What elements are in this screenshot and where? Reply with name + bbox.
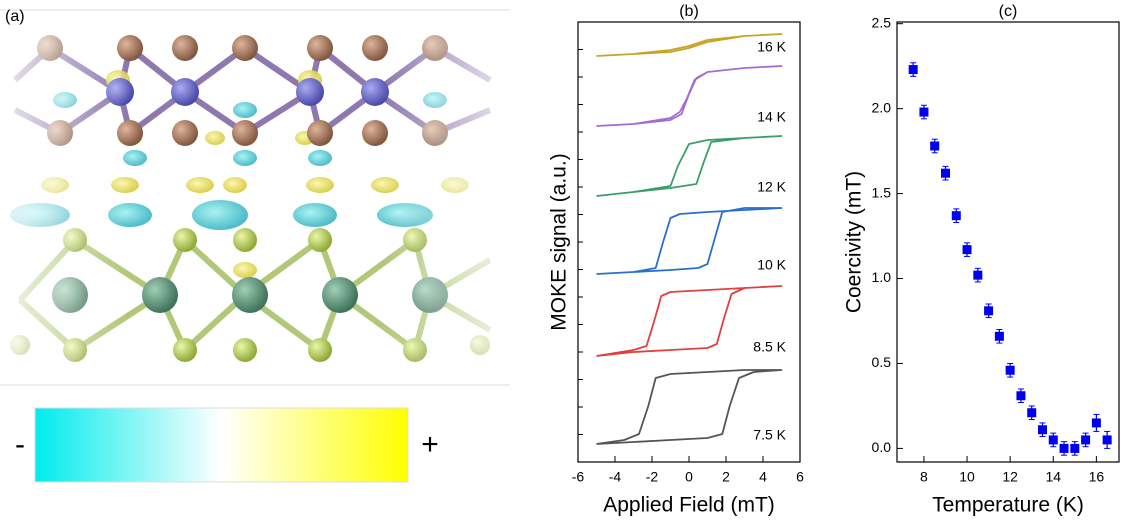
plot-frame [896, 21, 1120, 463]
data-point [1016, 391, 1026, 401]
data-point [1048, 435, 1058, 445]
x-tick-label: 14 [1045, 469, 1061, 485]
y-tick-label: 1.5 [872, 184, 892, 200]
data-point [951, 211, 961, 221]
data-point [1059, 443, 1069, 453]
y-tick-label: 2.0 [872, 99, 892, 115]
hysteresis-loop [596, 207, 783, 275]
x-axis-title: Applied Field (mT) [603, 494, 775, 517]
data-point [994, 331, 1004, 341]
x-tick-label: 6 [796, 469, 804, 485]
series-label: 8.5 K [753, 339, 786, 355]
data-point [1027, 408, 1037, 418]
x-tick-label: 16 [1089, 469, 1105, 485]
data-point [940, 168, 950, 178]
hysteresis-loop [596, 33, 783, 57]
colorbar-min-label: - [15, 428, 25, 461]
series-label: 12 K [757, 179, 786, 195]
y-axis-title: Coercivity (mT) [843, 171, 866, 313]
x-tick-label: 12 [1002, 469, 1018, 485]
panel-label: (c) [999, 3, 1018, 20]
x-tick-label: 2 [722, 469, 730, 485]
x-tick-label: 4 [759, 469, 767, 485]
x-tick-label: 8 [920, 469, 928, 485]
series-label: 7.5 K [753, 427, 786, 443]
y-axis-title: MOKE signal (a.u.) [548, 153, 571, 330]
series-label: 16 K [757, 39, 786, 55]
data-point [908, 65, 918, 75]
panel-label: (b) [679, 3, 699, 20]
series-label: 10 K [757, 257, 786, 273]
panel-label: (a) [5, 8, 25, 25]
data-point [1102, 435, 1112, 445]
plot-frame [577, 21, 801, 463]
hysteresis-loop [596, 369, 783, 445]
data-point [1005, 365, 1015, 375]
data-point [1070, 443, 1080, 453]
hysteresis-loop [596, 65, 783, 127]
structure-image [0, 9, 510, 483]
x-tick-label: -4 [609, 469, 622, 485]
y-tick-label: 1.0 [872, 269, 892, 285]
colorbar-max-label: + [421, 428, 439, 461]
x-tick-label: -2 [646, 469, 659, 485]
data-point [1081, 435, 1091, 445]
y-tick-label: 0.0 [872, 439, 892, 455]
x-axis-title: Temperature (K) [932, 494, 1084, 517]
data-point [1091, 418, 1101, 428]
data-point [930, 141, 940, 151]
hysteresis-loop [596, 285, 783, 357]
data-point [962, 245, 972, 255]
y-tick-label: 2.5 [872, 14, 892, 30]
x-tick-label: 10 [959, 469, 975, 485]
data-point [919, 107, 929, 117]
hysteresis-loop [596, 135, 783, 197]
data-point [984, 306, 994, 316]
y-tick-label: 0.5 [872, 354, 892, 370]
data-point [973, 270, 983, 280]
colorbar [34, 407, 409, 483]
series-label: 14 K [757, 109, 786, 125]
x-tick-label: -6 [572, 469, 585, 485]
x-tick-label: 0 [685, 469, 693, 485]
data-point [1037, 425, 1047, 435]
